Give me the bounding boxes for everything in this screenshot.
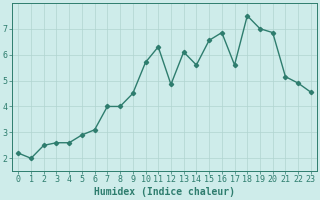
X-axis label: Humidex (Indice chaleur): Humidex (Indice chaleur) xyxy=(94,187,235,197)
